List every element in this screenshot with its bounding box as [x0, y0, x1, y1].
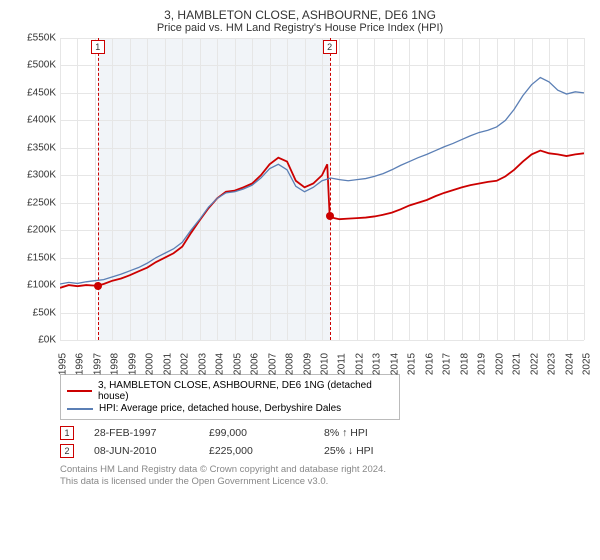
chart-container: 3, HAMBLETON CLOSE, ASHBOURNE, DE6 1NG P… — [0, 0, 600, 497]
x-tick-label: 2014 — [389, 353, 400, 375]
note-index-box: 2 — [60, 444, 74, 458]
x-axis-labels: 1995199619971998199920002001200220032004… — [60, 340, 584, 368]
legend-swatch — [67, 390, 92, 392]
y-tick-label: £0K — [38, 335, 56, 346]
note-price: £99,000 — [209, 427, 304, 439]
note-date: 08-JUN-2010 — [94, 445, 189, 457]
x-tick-label: 2011 — [337, 353, 348, 375]
note-index-box: 1 — [60, 426, 74, 440]
x-tick-label: 1997 — [92, 353, 103, 375]
note-date: 28-FEB-1997 — [94, 427, 189, 439]
x-tick-label: 1998 — [110, 353, 121, 375]
y-tick-label: £100K — [27, 280, 56, 291]
footer-line1: Contains HM Land Registry data © Crown c… — [60, 464, 584, 476]
x-tick-label: 2023 — [547, 353, 558, 375]
plot-area: £0K £50K £100K £150K £200K £250K £300K £350K £40… — [16, 38, 584, 368]
x-tick-label: 2020 — [494, 353, 505, 375]
x-tick-label: 2022 — [529, 353, 540, 375]
x-tick-label: 2013 — [372, 353, 383, 375]
x-tick-label: 2008 — [285, 353, 296, 375]
x-tick-label: 2012 — [354, 353, 365, 375]
y-tick-label: £50K — [33, 307, 56, 318]
x-tick-label: 2006 — [250, 353, 261, 375]
x-tick-label: 2002 — [180, 353, 191, 375]
y-tick-label: £500K — [27, 60, 56, 71]
note-price: £225,000 — [209, 445, 304, 457]
chart-subtitle: Price paid vs. HM Land Registry's House … — [16, 22, 584, 34]
x-tick-label: 2000 — [145, 353, 156, 375]
x-tick-label: 2018 — [459, 353, 470, 375]
sale-notes: 1 28-FEB-1997 £99,000 8% ↑ HPI 2 08-JUN-2010 £… — [60, 426, 584, 458]
x-tick-label: 2003 — [197, 353, 208, 375]
x-tick-label: 2025 — [582, 353, 593, 375]
y-tick-label: £300K — [27, 170, 56, 181]
plot: 12 — [60, 38, 584, 340]
note-delta: 8% ↑ HPI — [324, 427, 419, 439]
sale-marker-dot — [94, 282, 102, 290]
y-tick-label: £200K — [27, 225, 56, 236]
footer-line2: This data is licensed under the Open Gov… — [60, 476, 584, 488]
y-axis-labels: £0K£50K£100K£150K£200K£250K£300K£350K£40… — [16, 38, 60, 340]
chart-lines — [60, 38, 584, 340]
x-tick-label: 2010 — [320, 353, 331, 375]
y-tick-label: £450K — [27, 87, 56, 98]
y-tick-label: £350K — [27, 142, 56, 153]
x-tick-label: 2019 — [477, 353, 488, 375]
legend-row: 3, HAMBLETON CLOSE, ASHBOURNE, DE6 1NG (… — [67, 380, 393, 402]
legend-swatch — [67, 408, 93, 410]
sale-marker-flag: 2 — [323, 40, 337, 54]
x-tick-label: 2007 — [267, 353, 278, 375]
x-tick-label: 1996 — [75, 353, 86, 375]
legend: 3, HAMBLETON CLOSE, ASHBOURNE, DE6 1NG (… — [60, 374, 400, 420]
x-tick-label: 2004 — [215, 353, 226, 375]
sale-marker-dot — [326, 212, 334, 220]
x-tick-label: 2024 — [564, 353, 575, 375]
y-tick-label: £250K — [27, 197, 56, 208]
legend-label: HPI: Average price, detached house, Derb… — [99, 403, 341, 414]
footer: Contains HM Land Registry data © Crown c… — [60, 464, 584, 489]
note-row: 2 08-JUN-2010 £225,000 25% ↓ HPI — [60, 444, 584, 458]
x-tick-label: 2009 — [302, 353, 313, 375]
x-tick-label: 2016 — [424, 353, 435, 375]
legend-row: HPI: Average price, detached house, Derb… — [67, 403, 393, 414]
x-tick-label: 2015 — [407, 353, 418, 375]
x-tick-label: 2021 — [512, 353, 523, 375]
x-tick-label: 2001 — [162, 353, 173, 375]
x-tick-label: 1995 — [58, 353, 69, 375]
x-tick-label: 2017 — [442, 353, 453, 375]
x-tick-label: 1999 — [127, 353, 138, 375]
note-delta: 25% ↓ HPI — [324, 445, 419, 457]
sale-marker-flag: 1 — [91, 40, 105, 54]
y-tick-label: £400K — [27, 115, 56, 126]
x-tick-label: 2005 — [232, 353, 243, 375]
y-tick-label: £550K — [27, 33, 56, 44]
legend-label: 3, HAMBLETON CLOSE, ASHBOURNE, DE6 1NG (… — [98, 380, 393, 402]
chart-title: 3, HAMBLETON CLOSE, ASHBOURNE, DE6 1NG — [16, 8, 584, 22]
note-row: 1 28-FEB-1997 £99,000 8% ↑ HPI — [60, 426, 584, 440]
y-tick-label: £150K — [27, 252, 56, 263]
